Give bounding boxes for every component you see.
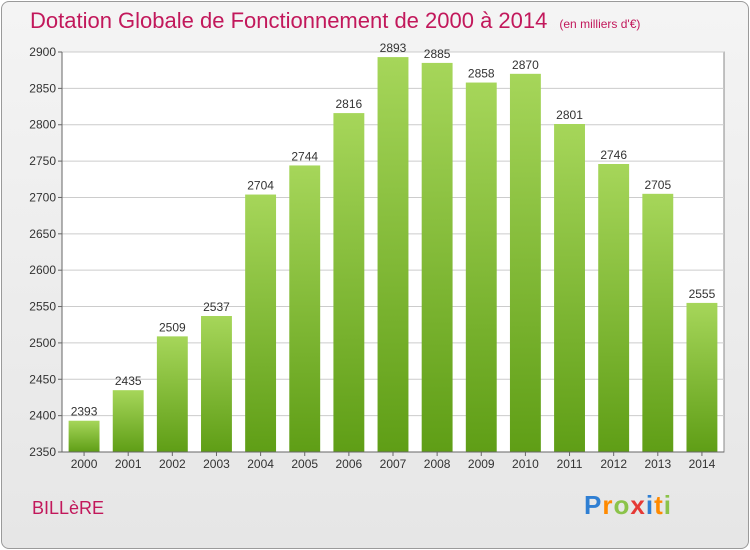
y-tick-label: 2350 bbox=[29, 445, 56, 459]
y-tick-label: 2800 bbox=[29, 118, 56, 132]
x-tick-label: 2012 bbox=[600, 457, 627, 471]
data-label: 2435 bbox=[115, 374, 142, 388]
bar bbox=[642, 193, 674, 452]
chart-title-text: Dotation Globale de Fonctionnement de 20… bbox=[30, 8, 548, 33]
chart-subtitle: (en milliers d'€) bbox=[559, 17, 641, 31]
x-tick-label: 2007 bbox=[380, 457, 407, 471]
x-tick-label: 2001 bbox=[115, 457, 142, 471]
x-tick-label: 2006 bbox=[336, 457, 363, 471]
y-tick-label: 2600 bbox=[29, 263, 56, 277]
y-tick-label: 2900 bbox=[29, 45, 56, 59]
bar bbox=[112, 390, 144, 452]
data-label: 2537 bbox=[203, 300, 230, 314]
x-tick-label: 2005 bbox=[291, 457, 318, 471]
bar bbox=[245, 194, 277, 452]
data-label: 2393 bbox=[71, 405, 98, 419]
bar bbox=[509, 73, 541, 453]
data-label: 2555 bbox=[689, 287, 716, 301]
bar bbox=[421, 62, 453, 453]
x-tick-label: 2014 bbox=[689, 457, 716, 471]
data-label: 2885 bbox=[424, 47, 451, 61]
data-label: 2870 bbox=[512, 58, 539, 72]
logo-letter: t bbox=[654, 490, 664, 520]
x-tick-label: 2008 bbox=[424, 457, 451, 471]
data-label: 2801 bbox=[556, 108, 583, 122]
data-label: 2705 bbox=[644, 178, 671, 192]
y-tick-label: 2750 bbox=[29, 154, 56, 168]
bar bbox=[554, 124, 585, 452]
x-tick-label: 2002 bbox=[159, 457, 186, 471]
commune-name: BILLèRE bbox=[32, 498, 105, 518]
logo-letter: r bbox=[602, 490, 614, 520]
x-tick-label: 2004 bbox=[247, 457, 274, 471]
data-label: 2816 bbox=[336, 97, 363, 111]
proxiti-logo: Proxiti bbox=[584, 490, 672, 521]
bar bbox=[598, 164, 630, 452]
logo-letter: i bbox=[645, 490, 655, 520]
bar bbox=[201, 316, 232, 452]
y-tick-label: 2850 bbox=[29, 81, 56, 95]
logo-letter: i bbox=[663, 490, 672, 520]
data-label: 2746 bbox=[600, 148, 627, 162]
data-label: 2704 bbox=[247, 179, 274, 193]
y-tick-label: 2700 bbox=[29, 190, 56, 204]
data-label: 2509 bbox=[159, 320, 186, 334]
y-tick-label: 2400 bbox=[29, 409, 56, 423]
logo-letter: P bbox=[584, 490, 603, 520]
y-tick-label: 2550 bbox=[29, 300, 56, 314]
x-tick-label: 2010 bbox=[512, 457, 539, 471]
bar bbox=[686, 302, 718, 452]
data-label: 2858 bbox=[468, 67, 495, 81]
bar bbox=[333, 113, 365, 452]
bar bbox=[156, 336, 188, 452]
y-tick-label: 2450 bbox=[29, 372, 56, 386]
chart-title: Dotation Globale de Fonctionnement de 20… bbox=[30, 8, 640, 34]
x-tick-label: 2000 bbox=[71, 457, 98, 471]
y-tick-label: 2500 bbox=[29, 336, 56, 350]
logo-letter: o bbox=[613, 490, 631, 520]
x-tick-label: 2009 bbox=[468, 457, 495, 471]
x-tick-label: 2013 bbox=[644, 457, 671, 471]
y-tick-label: 2650 bbox=[29, 227, 56, 241]
data-label: 2893 bbox=[380, 41, 407, 55]
bar bbox=[377, 57, 409, 452]
bar bbox=[68, 420, 100, 452]
logo-letter: x bbox=[630, 490, 646, 520]
bar bbox=[465, 82, 497, 452]
x-tick-label: 2003 bbox=[203, 457, 230, 471]
data-label: 2744 bbox=[291, 149, 318, 163]
x-tick-label: 2011 bbox=[557, 457, 583, 471]
bar bbox=[289, 165, 321, 453]
